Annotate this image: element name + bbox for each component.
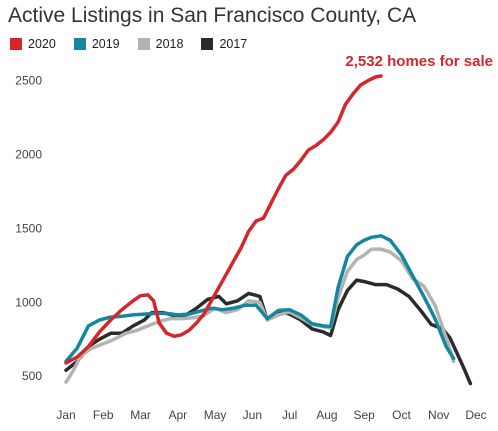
- legend-label-2017: 2017: [219, 37, 248, 51]
- legend-swatch-2020: [10, 38, 22, 50]
- x-tick-label: Apr: [168, 408, 187, 422]
- y-tick-label: 1500: [15, 221, 42, 235]
- x-tick-label: May: [204, 408, 227, 422]
- series-line-2019: [64, 234, 456, 364]
- x-tick-label: Jun: [243, 408, 262, 422]
- legend-label-2019: 2019: [91, 37, 120, 51]
- x-tick-label: Jan: [56, 408, 75, 422]
- x-tick-label: Jul: [282, 408, 297, 422]
- x-tick-label: Mar: [130, 408, 151, 422]
- y-axis-ticks: 500 1000 1500 2000 2500: [15, 74, 42, 383]
- chart-title: Active Listings in San Francisco County,…: [8, 4, 417, 27]
- x-tick-label: Feb: [93, 408, 114, 422]
- chart-legend: 2020 2019 2018 2017: [10, 37, 265, 51]
- legend-label-2018: 2018: [155, 37, 184, 51]
- y-tick-label: 2000: [15, 148, 42, 162]
- legend-item-2018: 2018: [137, 37, 184, 51]
- legend-item-2017: 2017: [201, 37, 247, 51]
- legend-item-2019: 2019: [73, 37, 120, 51]
- y-tick-label: 1000: [15, 295, 42, 309]
- x-tick-label: Aug: [316, 408, 337, 422]
- legend-item-2020: 2020: [10, 37, 56, 51]
- x-tick-label: Oct: [392, 408, 411, 422]
- legend-swatch-2018: [137, 38, 150, 50]
- y-tick-label: 2500: [15, 74, 42, 88]
- x-axis-ticks: Jan Feb Mar Apr May Jun Jul Aug Sep Oct Nov Dec: [56, 408, 486, 422]
- y-tick-label: 500: [22, 369, 42, 383]
- x-tick-label: Nov: [428, 408, 449, 422]
- legend-label-2020: 2020: [28, 37, 56, 51]
- legend-swatch-2019: [73, 38, 86, 50]
- series-line-2020: [64, 74, 383, 365]
- x-tick-label: Dec: [465, 408, 486, 422]
- annotation-label: 2,532 homes for sale: [345, 53, 493, 70]
- legend-swatch-2017: [201, 38, 214, 50]
- series-lines: [64, 74, 473, 386]
- x-tick-label: Sep: [354, 408, 376, 422]
